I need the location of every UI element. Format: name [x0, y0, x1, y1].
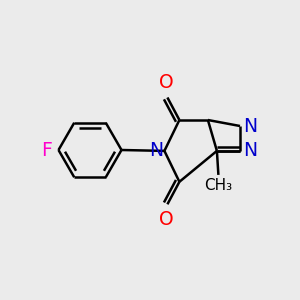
Text: N: N — [149, 141, 164, 160]
Text: CH₃: CH₃ — [204, 178, 232, 194]
Text: N: N — [244, 141, 258, 160]
Text: O: O — [159, 210, 174, 229]
Text: N: N — [244, 116, 258, 136]
Text: O: O — [159, 73, 174, 92]
Text: F: F — [41, 140, 52, 160]
